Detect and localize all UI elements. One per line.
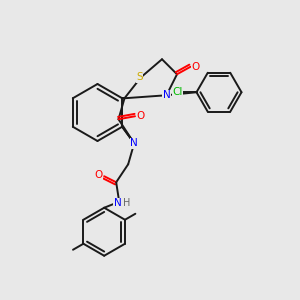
Text: O: O <box>136 111 145 121</box>
Text: O: O <box>95 170 103 180</box>
Text: S: S <box>136 72 143 82</box>
Text: O: O <box>192 62 200 72</box>
Text: N: N <box>163 90 170 100</box>
Text: N: N <box>114 198 122 208</box>
Text: N: N <box>130 138 138 148</box>
Text: Cl: Cl <box>172 87 183 97</box>
Text: H: H <box>123 198 130 208</box>
